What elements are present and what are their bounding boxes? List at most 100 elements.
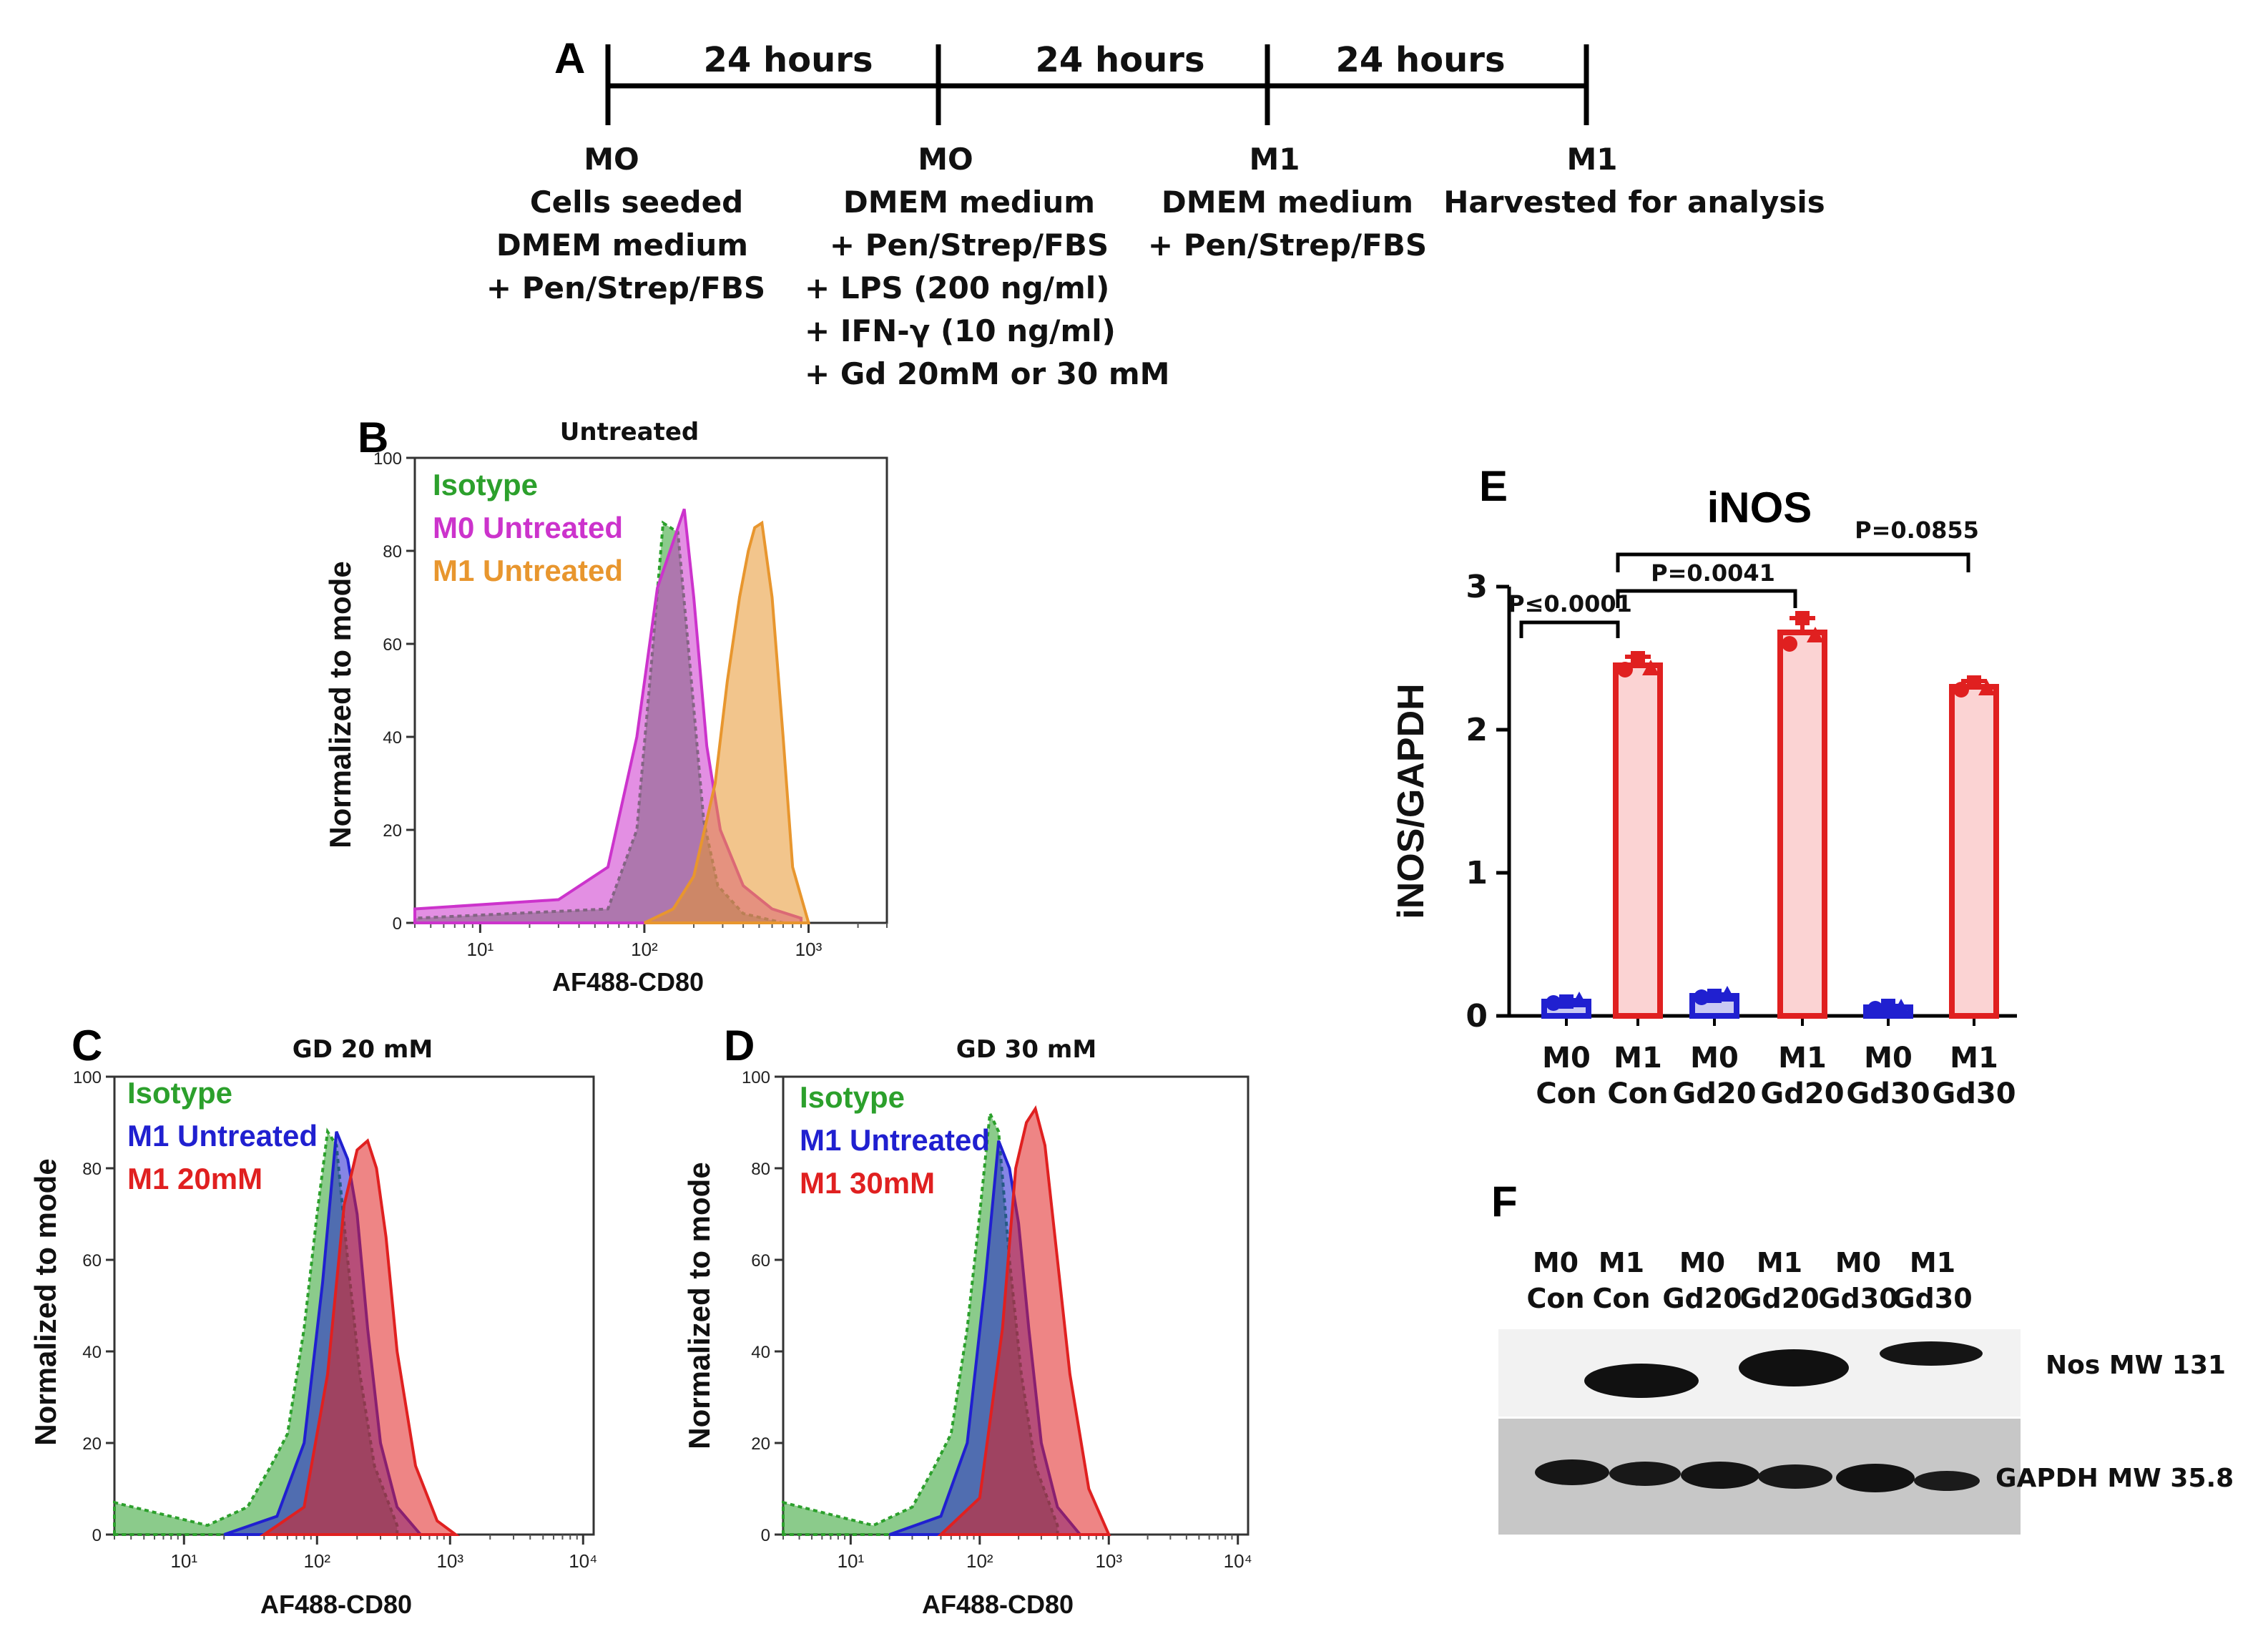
y-tick-label: 0: [1466, 998, 1488, 1034]
category-label: M0: [1542, 1042, 1591, 1075]
y-tick-label: 80: [751, 1160, 770, 1179]
pvalue-label: P=0.0855: [1855, 517, 1979, 544]
y-tick-label: 40: [82, 1343, 102, 1362]
legend-m1-untreated: M1 Untreated: [127, 1119, 318, 1153]
data-point: [1893, 999, 1910, 1014]
panel-a-letter: A: [554, 34, 585, 82]
data-point: [1807, 627, 1824, 642]
x-tick-label: 10³: [1095, 1550, 1122, 1572]
bar: [1777, 630, 1827, 1019]
panel-a: A 24 hours 24 hours 24 hours MO Cells se…: [486, 34, 1825, 391]
stage-line: + Pen/Strep/FBS: [486, 270, 765, 305]
histogram-series-m1-untreated: [644, 520, 811, 924]
band-gapdh-5: [1836, 1464, 1915, 1492]
histogram-c: 0 20 40 60 80 100 10¹ 10² 10³ 10⁴: [73, 1068, 597, 1572]
interval-label: 24 hours: [1035, 40, 1204, 80]
panel-c: C GD 20 mM 0 20 40 60 80 100 10¹ 10² 10³ 10⁴ Norm…: [29, 1022, 597, 1619]
y-tick-label: 80: [383, 542, 402, 562]
data-point: [1631, 651, 1645, 665]
y-tick-label: 60: [383, 635, 402, 655]
lane-label: Gd30: [1818, 1283, 1898, 1314]
stage-label: M1: [1566, 142, 1617, 177]
stage-line: DMEM medium: [843, 185, 1095, 220]
data-point: [1642, 660, 1659, 675]
data-point: [1559, 994, 1574, 1009]
panel-d-letter: D: [724, 1022, 755, 1070]
legend-m1-20mm: M1 20mM: [127, 1162, 262, 1195]
x-tick-label: 10²: [966, 1550, 993, 1572]
lane-label: M0: [1679, 1247, 1725, 1278]
category-label: Gd30: [1846, 1077, 1930, 1110]
stage-line: + Pen/Strep/FBS: [830, 228, 1109, 263]
y-tick-label: 60: [751, 1251, 770, 1271]
y-tick-label: 40: [383, 728, 402, 748]
bar: [1949, 684, 1999, 1019]
lane-label: M0: [1835, 1247, 1881, 1278]
x-tick-label: 10⁴: [1224, 1550, 1252, 1572]
y-tick-label: 0: [761, 1526, 770, 1545]
x-tick-label: 10⁴: [569, 1550, 597, 1572]
blot-row-label-nos: Nos MW 131: [2046, 1351, 2226, 1380]
y-tick-label: 0: [393, 914, 402, 934]
data-point: [1707, 989, 1722, 1003]
bar: [1613, 662, 1663, 1019]
stage-line: Harvested for analysis: [1443, 185, 1825, 220]
panel-b-title: Untreated: [560, 418, 699, 446]
data-point: [1571, 992, 1588, 1007]
stage-line: + IFN-γ (10 ng/ml): [805, 313, 1116, 348]
category-label: M1: [1614, 1042, 1662, 1075]
panel-e: E iNOS iNOS/GAPDH 0 1 2 3 M0 Con M1 Con M0 …: [1390, 462, 2017, 1110]
lane-label: Gd20: [1739, 1283, 1819, 1314]
panel-d-xlabel: AF488-CD80: [922, 1590, 1074, 1619]
y-tick-label: 40: [751, 1343, 770, 1362]
y-tick-label: 20: [383, 821, 402, 841]
panel-b-ylabel: Normalized to mode: [323, 561, 357, 848]
panel-c-letter: C: [72, 1022, 102, 1070]
y-tick-label: 100: [742, 1068, 770, 1087]
histogram-series-m1-30mm: [937, 1105, 1111, 1536]
pvalue-label: P≤0.0001: [1508, 590, 1632, 617]
y-tick-label: 100: [73, 1068, 102, 1087]
pvalue-label: P=0.0041: [1651, 559, 1775, 587]
data-point: [1795, 611, 1810, 625]
category-label: Gd20: [1672, 1077, 1756, 1110]
data-point: [1953, 682, 1969, 698]
legend-isotype: Isotype: [800, 1080, 905, 1114]
panel-c-ylabel: Normalized to mode: [29, 1158, 62, 1445]
legend-m1-untreated: M1 Untreated: [800, 1123, 990, 1157]
panel-d-ylabel: Normalized to mode: [682, 1162, 716, 1449]
y-tick-label: 80: [82, 1160, 102, 1179]
data-point: [1617, 662, 1633, 677]
x-tick-label: 10²: [631, 939, 658, 960]
bar-categories: M0 Con M1 Con M0 Gd20 M1 Gd20 M0 Gd30 M1…: [1536, 1042, 2016, 1110]
data-point: [1719, 986, 1736, 1002]
lane-label: Con: [1526, 1283, 1584, 1314]
category-label: Con: [1536, 1077, 1596, 1110]
category-label: M0: [1690, 1042, 1739, 1075]
panel-e-ylabel: iNOS/GAPDH: [1390, 683, 1432, 919]
histogram-d: 0 20 40 60 80 100 10¹ 10² 10³ 10⁴: [742, 1068, 1252, 1572]
stage-line: DMEM medium: [1162, 185, 1413, 220]
category-label: Gd30: [1932, 1077, 2016, 1110]
band-gapdh-6: [1914, 1471, 1980, 1491]
y-tick-label: 60: [82, 1251, 102, 1271]
histogram-b: 0 20 40 60 80 100 10¹ 10² 10³: [373, 449, 888, 960]
interval-label: 24 hours: [1335, 40, 1505, 80]
band-nos-m1-gd20: [1739, 1349, 1849, 1386]
data-point: [1978, 680, 1995, 695]
category-label: Gd20: [1760, 1077, 1844, 1110]
bracket-gd20: [1616, 589, 1797, 608]
x-tick-label: 10³: [436, 1550, 463, 1572]
lane-label: Con: [1592, 1283, 1650, 1314]
panel-e-letter: E: [1479, 462, 1508, 510]
stage-label: MO: [918, 142, 973, 177]
stage-label: M1: [1249, 142, 1300, 177]
bracket-gd30: [1616, 552, 1970, 572]
y-tick-label: 20: [751, 1434, 770, 1454]
legend-isotype: Isotype: [127, 1076, 232, 1110]
panel-e-title: iNOS: [1707, 484, 1812, 532]
stage-line: + Gd 20mM or 30 mM: [805, 356, 1169, 391]
y-tick-label: 3: [1466, 569, 1488, 605]
panel-b-letter: B: [358, 414, 388, 461]
